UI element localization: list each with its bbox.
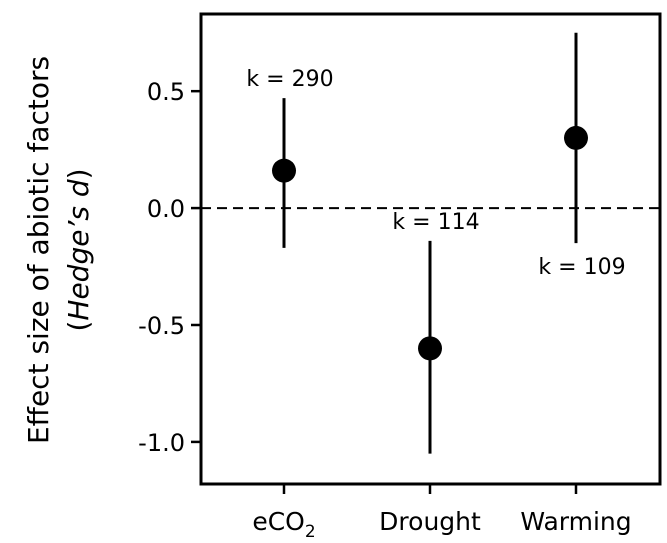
x-tick-label: eCO2	[252, 507, 315, 542]
x-tick-label: Drought	[379, 507, 481, 536]
y-axis-label-line1: Effect size of abiotic factors	[22, 56, 55, 444]
data-point	[418, 336, 442, 361]
data-point	[564, 125, 588, 150]
y-axis-label-line2: (Hedge’s d)	[62, 168, 95, 331]
data-point	[272, 158, 296, 183]
y-tick-label: -0.5	[138, 312, 185, 340]
y-axis-label: Effect size of abiotic factors (Hedge’s d…	[22, 56, 95, 444]
sample-size-label: k = 114	[392, 210, 479, 235]
sample-size-label: k = 109	[538, 255, 625, 280]
y-tick-label: 0.5	[147, 78, 185, 106]
y-tick-label: 0.0	[147, 195, 185, 223]
y-tick-label: -1.0	[138, 429, 185, 457]
sample-size-label: k = 290	[246, 67, 333, 92]
x-tick-label: Warming	[520, 507, 631, 536]
